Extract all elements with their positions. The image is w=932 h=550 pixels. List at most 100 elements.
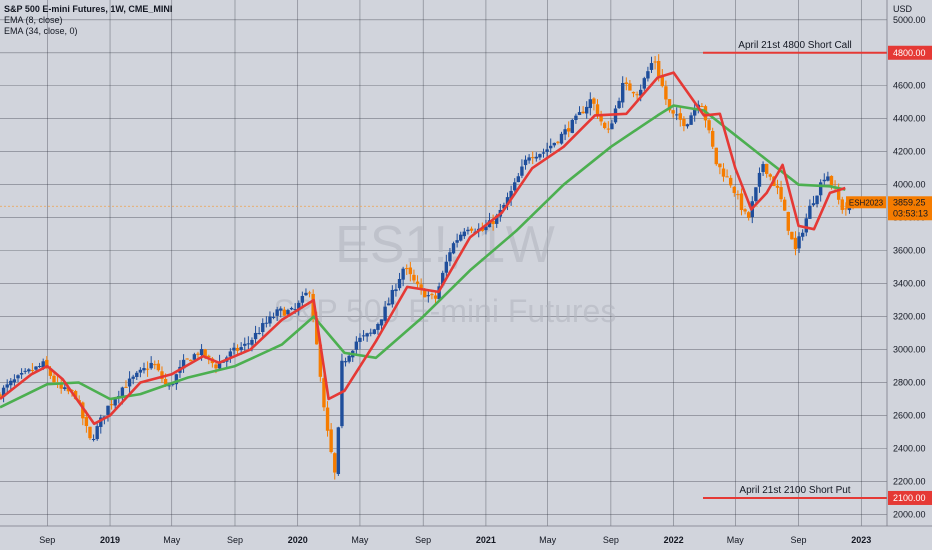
candle-body bbox=[595, 104, 600, 116]
legend-ema-fast[interactable]: EMA (8, close) bbox=[4, 15, 63, 25]
candle bbox=[354, 336, 359, 354]
x-tick-label: 2021 bbox=[476, 535, 496, 545]
candle-body bbox=[271, 316, 276, 318]
candle bbox=[671, 109, 675, 118]
candle bbox=[387, 297, 391, 306]
candle bbox=[235, 344, 240, 355]
candle bbox=[563, 124, 567, 141]
candle bbox=[189, 359, 193, 362]
candle bbox=[775, 179, 780, 195]
candle-body bbox=[531, 157, 535, 159]
candle bbox=[289, 306, 294, 311]
legend-symbol-title[interactable]: S&P 500 E-mini Futures, 1W, CME_MINI bbox=[4, 4, 173, 14]
candle-body bbox=[692, 108, 697, 116]
candle bbox=[153, 360, 157, 370]
candle-body bbox=[387, 303, 391, 306]
candle-body bbox=[423, 289, 427, 298]
candle-body bbox=[394, 289, 398, 292]
candle bbox=[5, 379, 9, 393]
candle bbox=[333, 452, 337, 480]
candle-body bbox=[196, 353, 200, 355]
candle-body bbox=[289, 307, 294, 310]
candle-body bbox=[163, 379, 168, 385]
candle bbox=[91, 434, 96, 442]
candle-body bbox=[174, 374, 179, 385]
candle-body bbox=[30, 370, 35, 372]
candle-body bbox=[268, 316, 272, 324]
candle-body bbox=[667, 99, 672, 111]
candle-body bbox=[343, 361, 348, 363]
candle-body bbox=[279, 308, 283, 311]
candle bbox=[142, 362, 146, 374]
candle-body bbox=[448, 252, 452, 262]
candle bbox=[746, 211, 751, 221]
candle-body bbox=[617, 100, 621, 109]
candle-body bbox=[505, 197, 510, 205]
candle bbox=[527, 154, 531, 164]
candle bbox=[577, 106, 582, 116]
candle-body bbox=[336, 427, 341, 475]
candle-body bbox=[275, 309, 279, 316]
y-tick-label: 3400.00 bbox=[893, 279, 926, 289]
candle-body bbox=[401, 268, 405, 280]
candle bbox=[617, 97, 621, 110]
candle-body bbox=[631, 91, 636, 94]
candle-body bbox=[37, 366, 42, 368]
candle bbox=[246, 336, 251, 352]
candle-body bbox=[95, 426, 99, 440]
candle-body bbox=[782, 199, 787, 211]
candle bbox=[149, 356, 153, 370]
candle-body bbox=[635, 94, 639, 96]
x-tick-label: 2019 bbox=[100, 535, 120, 545]
candle-body bbox=[52, 375, 56, 383]
candle bbox=[642, 76, 646, 91]
candle-body bbox=[253, 332, 258, 340]
candle-body bbox=[779, 187, 783, 200]
candle-body bbox=[757, 172, 762, 187]
candle bbox=[37, 362, 42, 368]
candle bbox=[444, 254, 449, 277]
candle-body bbox=[16, 375, 20, 379]
candle bbox=[264, 316, 269, 328]
candle-body bbox=[754, 187, 758, 202]
candle bbox=[433, 291, 438, 305]
candle-body bbox=[48, 368, 53, 376]
candle-body bbox=[12, 379, 17, 383]
candle-body bbox=[390, 289, 395, 305]
candle bbox=[466, 226, 470, 235]
candle bbox=[513, 178, 517, 192]
candle-body bbox=[826, 176, 830, 181]
candle bbox=[430, 292, 434, 300]
candle bbox=[372, 328, 377, 335]
candle bbox=[840, 196, 844, 214]
candle bbox=[459, 231, 463, 242]
candle-body bbox=[181, 359, 186, 369]
candle-body bbox=[73, 391, 78, 400]
candle bbox=[523, 155, 528, 170]
y-tick-label: 5000.00 bbox=[893, 15, 926, 25]
candle-body bbox=[844, 208, 848, 210]
y-tick-label: 2200.00 bbox=[893, 476, 926, 486]
legend-ema-slow[interactable]: EMA (34, close, 0) bbox=[4, 26, 78, 36]
candle-body bbox=[797, 236, 801, 249]
candle bbox=[549, 138, 553, 154]
candle bbox=[782, 196, 787, 211]
candle-body bbox=[804, 218, 808, 233]
candle bbox=[610, 119, 614, 130]
candle bbox=[592, 97, 596, 111]
candle-body bbox=[671, 110, 675, 114]
y-tick-label: 2800.00 bbox=[893, 378, 926, 388]
candle-body bbox=[192, 354, 197, 360]
candle-body bbox=[656, 60, 661, 77]
candle bbox=[736, 190, 740, 200]
axis-currency: USD bbox=[893, 4, 913, 14]
candle-body bbox=[538, 154, 542, 158]
candle bbox=[23, 368, 27, 375]
y-tick-label: 3200.00 bbox=[893, 312, 926, 322]
candle-body bbox=[376, 324, 380, 330]
price-tag-value: 3859.25 bbox=[893, 197, 926, 207]
candle-body bbox=[502, 204, 506, 209]
candle bbox=[667, 99, 672, 113]
